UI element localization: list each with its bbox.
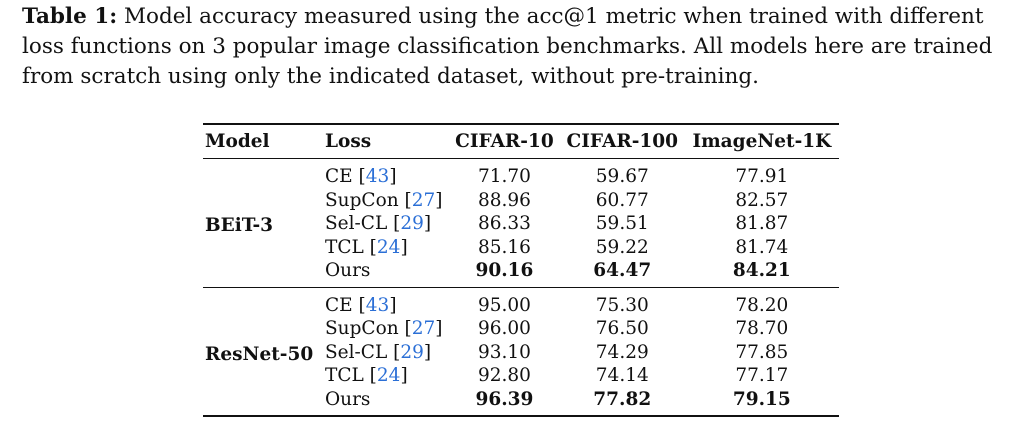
table-row: TCL [24] 92.80 74.14 77.17 xyxy=(203,364,839,388)
model-name-beit3: BEiT-3 xyxy=(205,215,274,236)
caption-label: Table 1: xyxy=(22,4,118,29)
citation-link[interactable]: 27 xyxy=(411,318,436,339)
header-loss: Loss xyxy=(325,131,372,152)
loss-cell: SupCon [27] xyxy=(325,318,443,339)
value-cifar100: 59.67 xyxy=(595,166,649,187)
caption-line-1: Table 1: Model accuracy measured using t… xyxy=(22,2,1014,32)
results-table: Model Loss CIFAR-10 CIFAR-100 ImageNet-1… xyxy=(203,123,839,417)
value-cifar10: 88.96 xyxy=(477,189,531,211)
value-imagenet1k: 78.20 xyxy=(735,294,789,316)
table-row: SupCon [27] 96.00 76.50 78.70 xyxy=(203,317,839,341)
value-imagenet1k: 77.17 xyxy=(735,365,789,386)
value-cifar100: 60.77 xyxy=(595,189,649,211)
loss-cell: TCL [24] xyxy=(325,236,408,258)
loss-name: CE xyxy=(325,294,353,316)
value-imagenet1k-best: 84.21 xyxy=(732,260,791,281)
value-cifar100: 76.50 xyxy=(595,318,649,339)
table-row: Sel-CL [29] 86.33 59.51 81.87 xyxy=(203,212,839,236)
loss-name: SupCon xyxy=(325,318,399,339)
value-imagenet1k: 81.74 xyxy=(735,236,789,258)
loss-name: Ours xyxy=(325,388,371,410)
citation-link[interactable]: 24 xyxy=(376,365,401,386)
value-cifar10: 96.00 xyxy=(477,318,531,339)
table-header-row: Model Loss CIFAR-10 CIFAR-100 ImageNet-1… xyxy=(203,124,839,159)
citation-link[interactable]: 27 xyxy=(411,189,436,211)
citation-link[interactable]: 29 xyxy=(400,213,424,234)
loss-cell: Sel-CL [29] xyxy=(325,341,432,363)
header-model: Model xyxy=(205,131,270,152)
table-row: BEiT-3 CE [43] 71.70 59.67 77.91 xyxy=(203,159,839,236)
table-row: Ours 90.16 64.47 84.21 xyxy=(203,259,839,287)
value-cifar10: 86.33 xyxy=(477,213,531,234)
loss-name: TCL xyxy=(325,236,364,258)
citation-link[interactable]: 24 xyxy=(376,236,401,258)
loss-cell: Ours xyxy=(323,259,449,287)
citation-link[interactable]: 43 xyxy=(365,166,390,187)
citation-link[interactable]: 29 xyxy=(400,341,424,363)
caption-line-2: loss functions on 3 popular image classi… xyxy=(22,34,993,59)
value-cifar10-best: 90.16 xyxy=(475,260,534,281)
value-cifar10: 95.00 xyxy=(477,294,531,316)
value-cifar100: 74.14 xyxy=(595,365,649,386)
table-row: TCL [24] 85.16 59.22 81.74 xyxy=(203,236,839,260)
table-row: Sel-CL [29] 93.10 74.29 77.85 xyxy=(203,341,839,365)
loss-cell: Ours xyxy=(323,388,449,417)
value-cifar100: 74.29 xyxy=(595,341,649,363)
table-caption: Table 1: Model accuracy measured using t… xyxy=(22,2,1014,92)
value-cifar100: 59.22 xyxy=(595,236,649,258)
value-cifar100-best: 77.82 xyxy=(593,388,652,410)
loss-name: Sel-CL xyxy=(325,341,388,363)
loss-cell: Sel-CL [29] xyxy=(325,213,432,234)
value-imagenet1k: 82.57 xyxy=(735,189,789,211)
group-beit3: BEiT-3 CE [43] 71.70 59.67 77.91 SupCon … xyxy=(203,158,839,288)
loss-name: Ours xyxy=(325,260,371,281)
model-name-resnet50: ResNet-50 xyxy=(205,343,314,365)
loss-cell: CE [43] xyxy=(325,294,397,316)
value-cifar100-best: 64.47 xyxy=(593,260,652,281)
value-cifar100: 59.51 xyxy=(595,213,649,234)
header-cifar100: CIFAR-100 xyxy=(566,131,678,152)
value-cifar10: 92.80 xyxy=(477,365,531,386)
loss-name: Sel-CL xyxy=(325,213,388,234)
value-cifar10: 85.16 xyxy=(477,236,531,258)
table-row: ResNet-50 CE [43] 95.00 75.30 78.20 xyxy=(203,287,839,365)
header-cifar10: CIFAR-10 xyxy=(455,131,554,152)
header-imagenet1k: ImageNet-1K xyxy=(692,131,832,152)
value-cifar10-best: 96.39 xyxy=(475,388,534,410)
table-row: SupCon [27] 88.96 60.77 82.57 xyxy=(203,189,839,213)
caption-text-1: Model accuracy measured using the acc@1 … xyxy=(123,4,984,29)
value-imagenet1k: 77.85 xyxy=(735,341,789,363)
results-table-wrapper: Model Loss CIFAR-10 CIFAR-100 ImageNet-1… xyxy=(203,123,839,417)
value-imagenet1k: 77.91 xyxy=(735,166,789,187)
caption-line-3: from scratch using only the indicated da… xyxy=(22,64,759,89)
value-cifar10: 93.10 xyxy=(477,341,531,363)
loss-name: TCL xyxy=(325,365,364,386)
loss-cell: CE [43] xyxy=(325,166,397,187)
value-imagenet1k: 78.70 xyxy=(735,318,789,339)
value-imagenet1k: 81.87 xyxy=(735,213,789,234)
group-resnet50: ResNet-50 CE [43] 95.00 75.30 78.20 SupC… xyxy=(203,287,839,416)
value-cifar10: 71.70 xyxy=(477,166,531,187)
loss-name: SupCon xyxy=(325,189,399,211)
value-imagenet1k-best: 79.15 xyxy=(732,388,791,410)
loss-cell: TCL [24] xyxy=(325,365,408,386)
loss-cell: SupCon [27] xyxy=(325,189,443,211)
table-row: Ours 96.39 77.82 79.15 xyxy=(203,388,839,417)
citation-link[interactable]: 43 xyxy=(365,294,390,316)
value-cifar100: 75.30 xyxy=(595,294,649,316)
loss-name: CE xyxy=(325,166,353,187)
